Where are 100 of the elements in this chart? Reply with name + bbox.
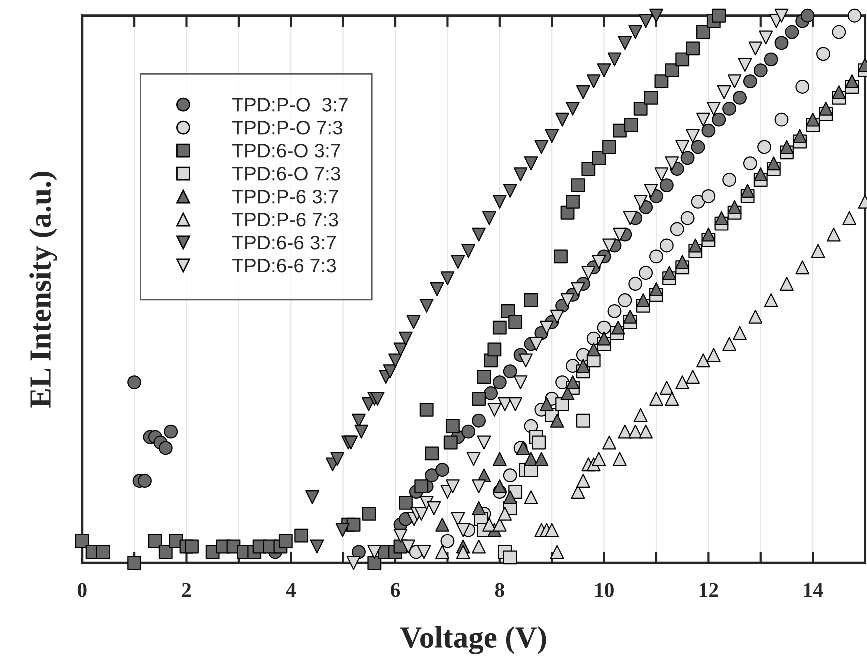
point: [793, 129, 807, 144]
point: [676, 52, 690, 67]
point: [524, 294, 538, 308]
point: [503, 490, 518, 504]
point: [492, 518, 507, 532]
point: [472, 540, 486, 554]
point: [540, 320, 554, 335]
point: [534, 452, 549, 466]
point: [754, 168, 768, 182]
point: [608, 52, 622, 67]
point: [691, 194, 706, 209]
point: [592, 151, 606, 166]
point: [660, 238, 674, 253]
point: [545, 523, 560, 538]
point: [676, 376, 690, 390]
point: [670, 222, 684, 236]
point: [848, 8, 862, 23]
point: [722, 173, 737, 188]
point: [597, 320, 612, 335]
point: [618, 294, 632, 308]
point: [676, 140, 690, 154]
point: [676, 255, 690, 270]
point: [524, 452, 538, 466]
point: [472, 414, 486, 428]
point: [472, 501, 486, 516]
legend-label: TPD:6-O 7:3: [232, 167, 340, 181]
x-tick-label: 2: [182, 583, 192, 598]
point: [524, 490, 538, 504]
point: [488, 402, 502, 417]
point: [660, 381, 674, 395]
point: [738, 58, 752, 72]
point: [344, 436, 358, 450]
point: [702, 124, 716, 138]
point: [492, 194, 507, 209]
point: [639, 424, 654, 439]
point: [492, 376, 507, 390]
point: [571, 282, 586, 296]
point: [427, 501, 442, 516]
point: [758, 140, 772, 154]
point: [740, 184, 755, 198]
point: [696, 354, 710, 368]
point: [388, 354, 402, 368]
point: [571, 178, 586, 192]
point: [613, 228, 627, 242]
point: [516, 441, 530, 456]
point: [764, 52, 778, 67]
point: [164, 424, 178, 439]
point: [278, 534, 293, 548]
point: [370, 392, 385, 406]
point: [477, 436, 492, 450]
point: [845, 74, 860, 88]
point: [498, 506, 512, 521]
point: [362, 506, 376, 521]
point: [582, 162, 596, 176]
point: [420, 298, 434, 313]
point: [394, 342, 408, 357]
point: [806, 112, 820, 127]
point: [832, 86, 846, 100]
point: [586, 342, 601, 357]
point: [650, 282, 664, 296]
point: [832, 25, 846, 40]
point: [498, 397, 512, 412]
point: [294, 528, 309, 543]
point: [576, 359, 590, 374]
point: [628, 424, 643, 439]
point: [634, 102, 648, 116]
legend-label: TPD:P-O 7:3: [232, 121, 343, 135]
point: [796, 260, 810, 275]
point: [394, 528, 408, 543]
point: [503, 550, 518, 565]
point: [399, 496, 413, 510]
point: [634, 194, 648, 209]
point: [696, 25, 710, 40]
point: [754, 64, 768, 78]
point: [774, 36, 789, 50]
point: [148, 534, 162, 548]
point: [532, 436, 546, 450]
point: [414, 506, 429, 521]
point: [680, 211, 695, 226]
point: [780, 140, 794, 154]
point: [508, 315, 523, 330]
point: [417, 545, 432, 560]
point: [654, 168, 669, 182]
point: [462, 244, 476, 258]
point: [644, 91, 658, 105]
point: [702, 228, 716, 242]
point: [759, 30, 774, 45]
point: [158, 545, 173, 560]
point: [650, 392, 664, 406]
point: [576, 474, 590, 488]
x-tick-label: 4: [286, 583, 296, 598]
point: [503, 468, 518, 483]
point: [503, 184, 518, 198]
point: [624, 118, 638, 132]
point: [414, 480, 429, 494]
point: [582, 266, 596, 280]
legend-label: TPD:6-O 3:7: [232, 144, 340, 158]
point: [586, 74, 601, 88]
point: [440, 534, 455, 548]
point: [519, 354, 533, 368]
